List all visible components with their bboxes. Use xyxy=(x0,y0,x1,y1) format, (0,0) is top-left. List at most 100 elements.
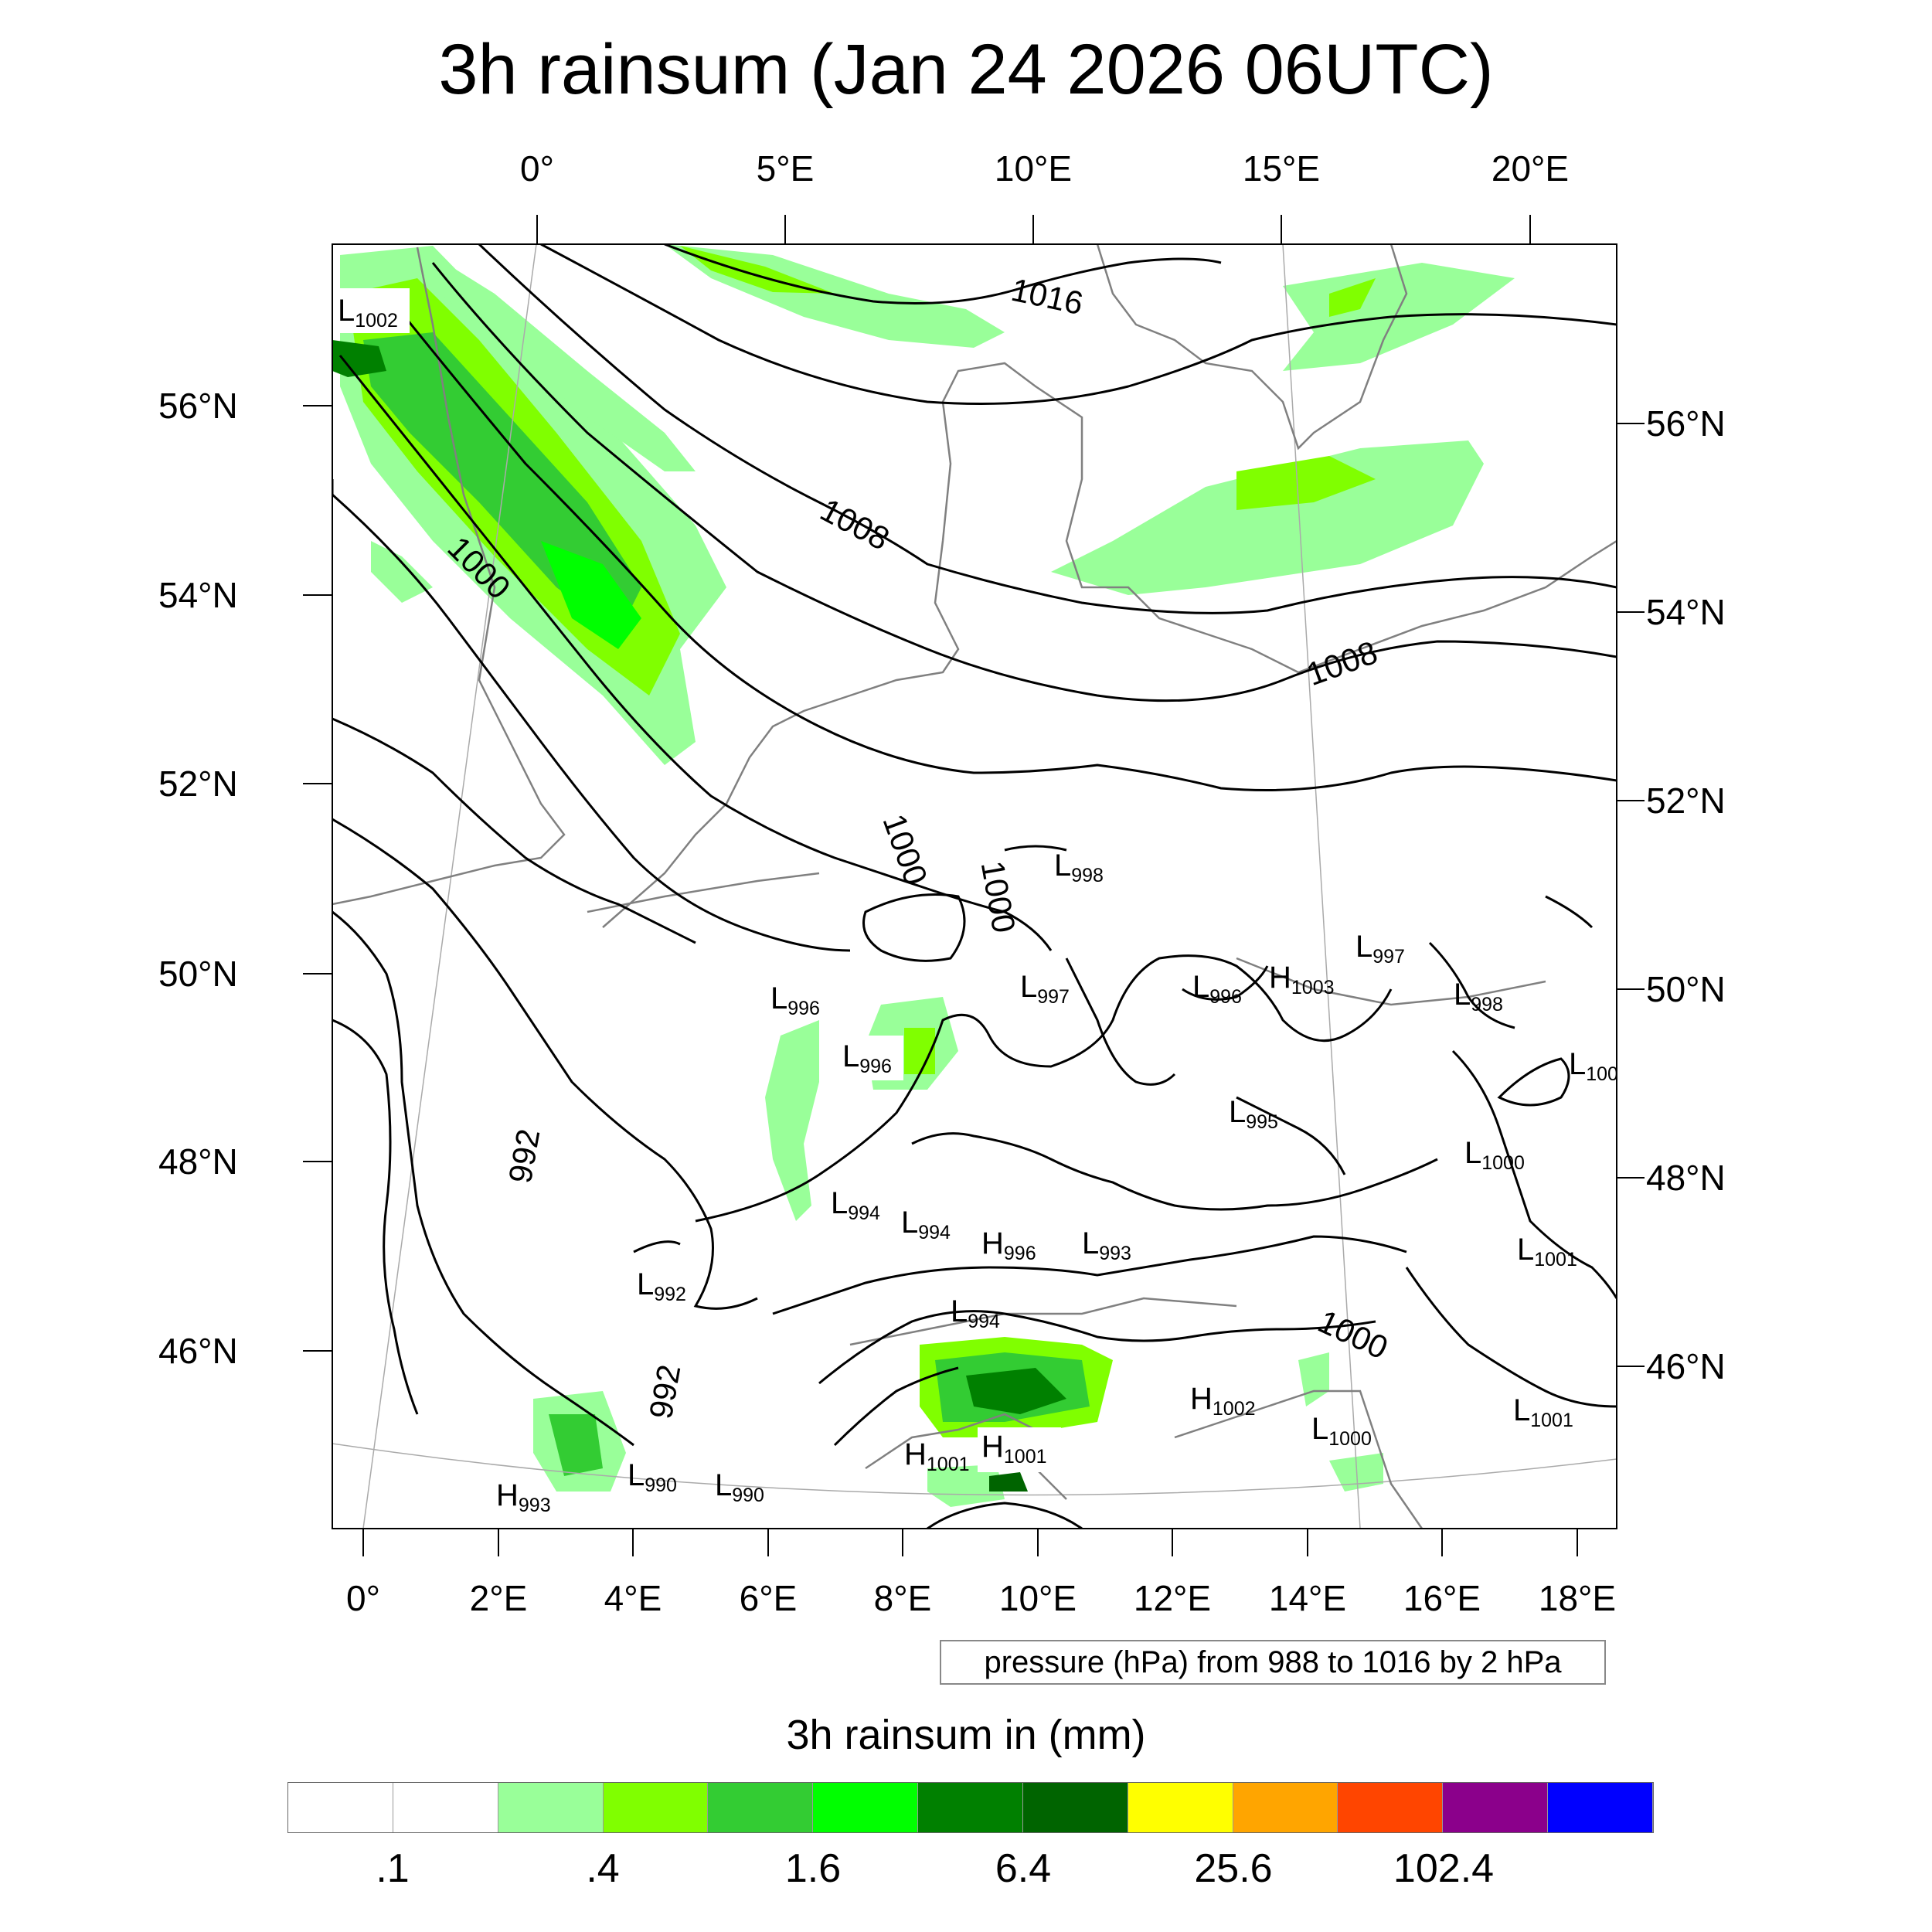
bottom-lon-label: 16°E xyxy=(1403,1578,1481,1618)
pressure-center-label: L996 xyxy=(1192,970,1242,1008)
top-lon-label: 15°E xyxy=(1242,148,1321,189)
isobar-line xyxy=(1545,895,1594,929)
coastline-continent xyxy=(602,362,1617,928)
label-background xyxy=(334,288,410,333)
colorbar-swatch xyxy=(288,1783,393,1832)
rain-area xyxy=(549,1414,603,1476)
colorbar-swatch xyxy=(1022,1783,1128,1832)
colorbar-swatch xyxy=(1233,1783,1338,1832)
isobar-line xyxy=(1182,965,1269,1001)
colorbar-swatch xyxy=(1443,1783,1549,1832)
isobar-line xyxy=(332,479,851,952)
colorbar-swatch xyxy=(813,1783,919,1832)
label-background xyxy=(978,1427,1061,1472)
graticule xyxy=(332,244,1617,1529)
isobar-line xyxy=(332,1019,419,1415)
rain-area xyxy=(1329,278,1376,317)
left-lat-label: 54°N xyxy=(158,575,238,615)
right-lat-label: 56°N xyxy=(1646,403,1726,444)
colorbar-label: .4 xyxy=(586,1846,620,1891)
pressure-center-label: H1001 xyxy=(904,1437,970,1475)
bottom-lon-label: 8°E xyxy=(873,1578,932,1618)
pressure-center-label: L992 xyxy=(637,1267,686,1305)
colorbar-title: 3h rainsum in (mm) xyxy=(786,1712,1146,1758)
isobar-line xyxy=(1065,957,1176,1086)
colorbar-label: 102.4 xyxy=(1393,1846,1495,1891)
bottom-lon-label: 18°E xyxy=(1538,1578,1617,1618)
isobar-line xyxy=(633,1240,681,1253)
pressure-center-label: L995 xyxy=(1229,1095,1278,1133)
border-line xyxy=(849,1297,1237,1346)
rain-area xyxy=(904,1028,935,1074)
chart-title: 3h rainsum (Jan 24 2026 06UTC) xyxy=(438,30,1494,109)
pressure-center-label: H1001 xyxy=(981,1430,1047,1468)
bottom-lon-label: 6°E xyxy=(739,1578,798,1618)
isobar-line xyxy=(1405,1267,1617,1408)
coastline-adriatic xyxy=(1174,1389,1423,1529)
left-lat-label: 48°N xyxy=(158,1141,238,1182)
rain-area xyxy=(989,1472,1028,1492)
pressure-center-label: H993 xyxy=(496,1478,551,1516)
contour-info-box: pressure (hPa) from 988 to 1016 by 2 hPa xyxy=(940,1640,1606,1685)
bottom-lon-label: 12°E xyxy=(1133,1578,1212,1618)
pressure-center-label: L100 xyxy=(1569,1047,1618,1085)
isobar-line xyxy=(862,893,966,962)
left-lat-label: 56°N xyxy=(158,386,238,426)
rain-area xyxy=(765,1020,819,1221)
right-lat-label: 48°N xyxy=(1646,1158,1726,1198)
pressure-center-label: H1003 xyxy=(1269,961,1335,998)
map-frame xyxy=(332,243,1617,1529)
pressure-center-label: H996 xyxy=(981,1226,1036,1264)
pressure-center-label: L1000 xyxy=(1464,1136,1525,1174)
isobar-line xyxy=(695,954,1393,1223)
top-lon-label: 10°E xyxy=(994,148,1073,189)
bottom-lon-label: 0° xyxy=(346,1578,380,1618)
right-lat-label: 54°N xyxy=(1646,592,1726,632)
top-lon-label: 0° xyxy=(520,148,554,189)
isobar-line xyxy=(927,1502,1083,1529)
isobar-line xyxy=(1236,1096,1346,1175)
isobar-line xyxy=(332,818,758,1310)
isobar-line xyxy=(772,1235,1407,1315)
right-lat-label: 50°N xyxy=(1646,969,1726,1009)
left-lat-label: 46°N xyxy=(158,1331,238,1371)
pressure-center-label: L994 xyxy=(831,1186,880,1224)
isobar-line xyxy=(338,355,1053,951)
border-line xyxy=(587,872,820,913)
isobar-line xyxy=(1497,1057,1570,1107)
pressure-center-label: L998 xyxy=(1454,978,1503,1015)
colorbar-label: .1 xyxy=(376,1846,410,1891)
rain-area xyxy=(680,246,835,294)
pressure-center-label: L998 xyxy=(1054,849,1104,886)
isobar-line xyxy=(818,1310,1376,1385)
label-background xyxy=(838,1036,903,1080)
top-lon-label: 20°E xyxy=(1491,148,1570,189)
pressure-center-label: L994 xyxy=(951,1294,1000,1332)
right-lat-label: 46°N xyxy=(1646,1346,1726,1386)
pressure-center-label: L1001 xyxy=(1517,1233,1577,1270)
isobar-line xyxy=(385,293,1617,791)
rain-area xyxy=(371,541,433,603)
isobar-line xyxy=(540,244,1617,405)
isobars xyxy=(332,244,1617,1529)
meridian-line xyxy=(1282,244,1361,1529)
rain-area xyxy=(541,541,641,649)
pressure-center-label: L996 xyxy=(770,981,820,1019)
pressure-center-label: L990 xyxy=(628,1458,677,1496)
pressure-center-label: L1001 xyxy=(1513,1393,1573,1431)
colorbar xyxy=(287,1782,1654,1833)
pressure-center-label: L993 xyxy=(1082,1226,1131,1264)
colorbar-swatch xyxy=(498,1783,604,1832)
parallel-line xyxy=(332,1443,1617,1496)
pressure-center-label: L1000 xyxy=(1311,1412,1372,1450)
colorbar-label: 1.6 xyxy=(784,1846,842,1891)
coastline-britain xyxy=(332,247,566,906)
coastline-scandinavia xyxy=(1096,244,1408,451)
pressure-centers: L1002 L998 L996 L996 L997 L996 H1003 L99… xyxy=(334,288,1618,1516)
meridian-line xyxy=(362,244,537,1529)
rain-area xyxy=(927,1464,1005,1507)
colorbar-swatch xyxy=(1128,1783,1233,1832)
pressure-center-label: L997 xyxy=(1020,970,1070,1008)
colorbar-swatch xyxy=(708,1783,814,1832)
